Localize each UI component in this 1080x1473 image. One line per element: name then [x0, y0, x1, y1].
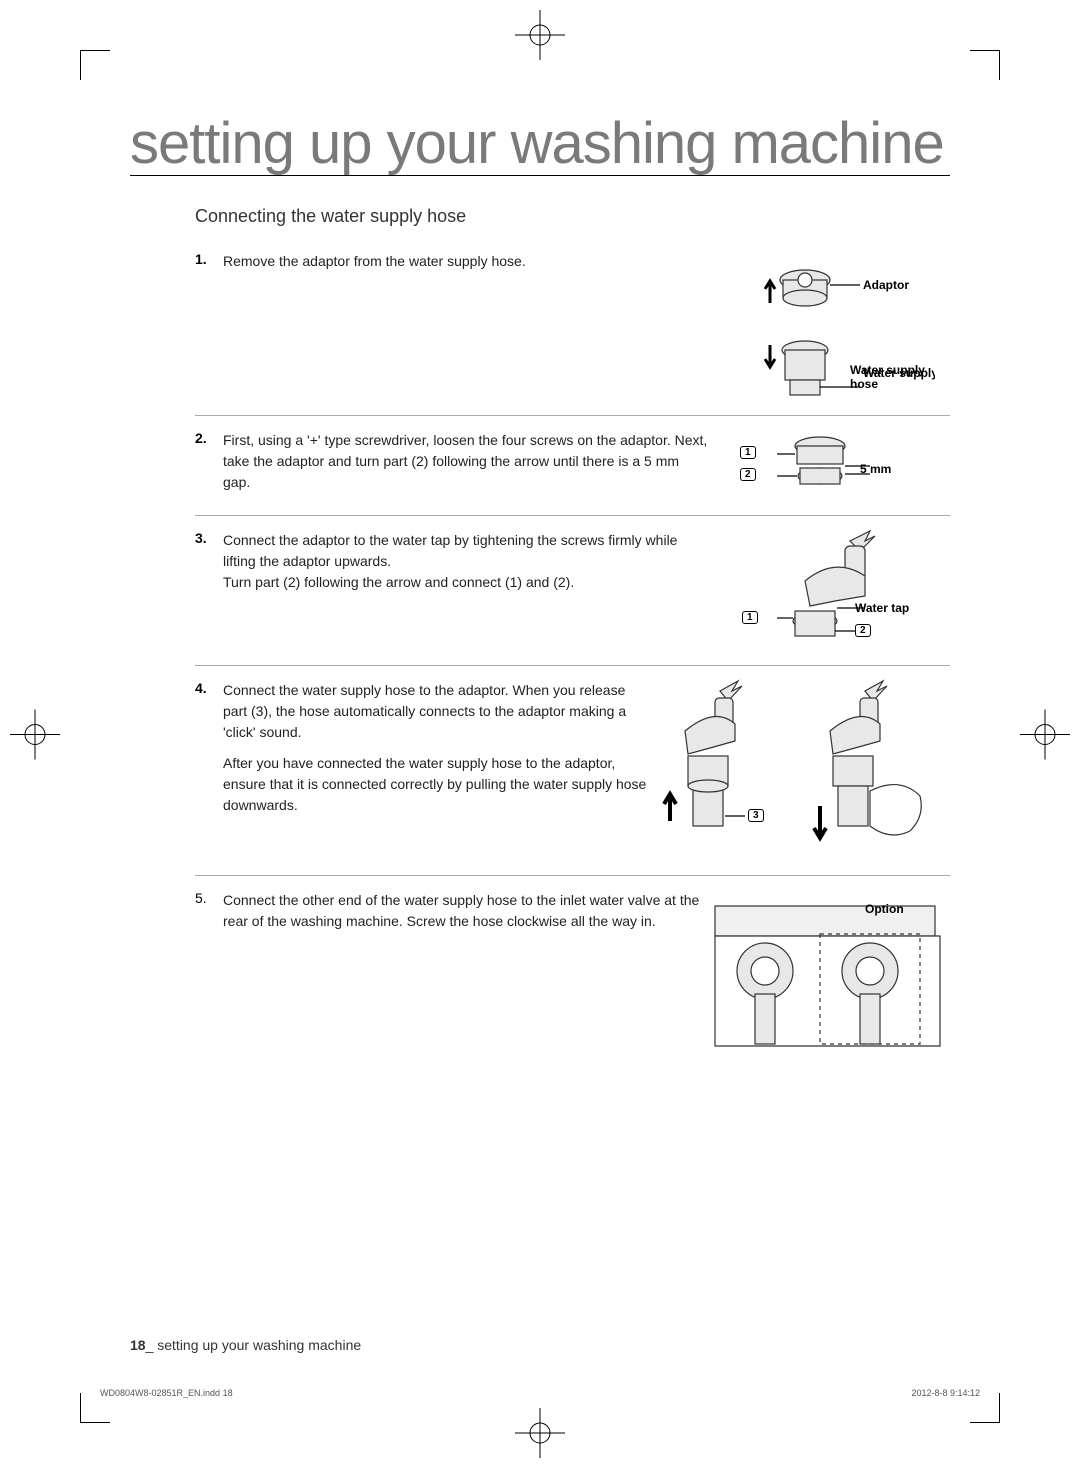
step-number: 2. [195, 430, 223, 446]
figure-adaptor-hose: Adaptor Water supply hose Water supply h… [720, 255, 950, 415]
label-gap: 5 mm [860, 462, 891, 476]
registration-mark-icon [1020, 709, 1070, 764]
indd-meta: WD0804W8-02851R_EN.indd 18 [100, 1388, 233, 1398]
label-water-tap: Water tap [855, 601, 909, 615]
section-heading: Connecting the water supply hose [195, 206, 950, 227]
registration-mark-icon [515, 10, 565, 65]
callout-2: 2 [740, 468, 756, 481]
step-number: 4. [195, 680, 223, 696]
step-number: 3. [195, 530, 223, 546]
page-content: setting up your washing machine Connecti… [130, 115, 950, 1353]
callout-1: 1 [740, 446, 756, 459]
page-title: setting up your washing machine [130, 115, 950, 176]
step-number: 1. [195, 251, 223, 267]
callout-1: 1 [742, 611, 758, 624]
step-text-sub: After you have connected the water suppl… [223, 753, 650, 816]
step: 4. Connect the water supply hose to the … [195, 665, 950, 875]
step: 5. Connect the other end of the water su… [195, 875, 950, 1045]
callout-3: 3 [748, 809, 764, 822]
crop-mark [80, 50, 110, 80]
callout-2: 2 [855, 624, 871, 637]
section: Connecting the water supply hose 1. Remo… [130, 206, 950, 1045]
figure-inlet-valve: Option [710, 886, 950, 1056]
step: 1. Remove the adaptor from the water sup… [195, 245, 950, 415]
page-number: 18 [130, 1337, 146, 1353]
step-text-main: Connect the water supply hose to the ada… [223, 682, 626, 740]
label-adaptor: Adaptor [863, 278, 909, 292]
footer-label: _ setting up your washing machine [146, 1337, 362, 1353]
figure-water-tap: Water tap 1 2 [720, 526, 950, 666]
figure-adaptor-gap: 1 2 5 mm [720, 426, 950, 506]
crop-mark [970, 50, 1000, 80]
step: 2. First, using a '+' type screwdriver, … [195, 415, 950, 515]
registration-mark-icon [10, 709, 60, 764]
page-footer: 18_ setting up your washing machine [130, 1337, 361, 1353]
timestamp-meta: 2012-8-8 9:14:12 [911, 1388, 980, 1398]
label-hose-text: Water supply hose [850, 363, 950, 392]
figure-hose-connect: 3 [660, 676, 950, 876]
step-number: 5. [195, 890, 223, 906]
registration-mark-icon [515, 1408, 565, 1463]
label-option: Option [865, 902, 904, 916]
step: 3. Connect the adaptor to the water tap … [195, 515, 950, 665]
